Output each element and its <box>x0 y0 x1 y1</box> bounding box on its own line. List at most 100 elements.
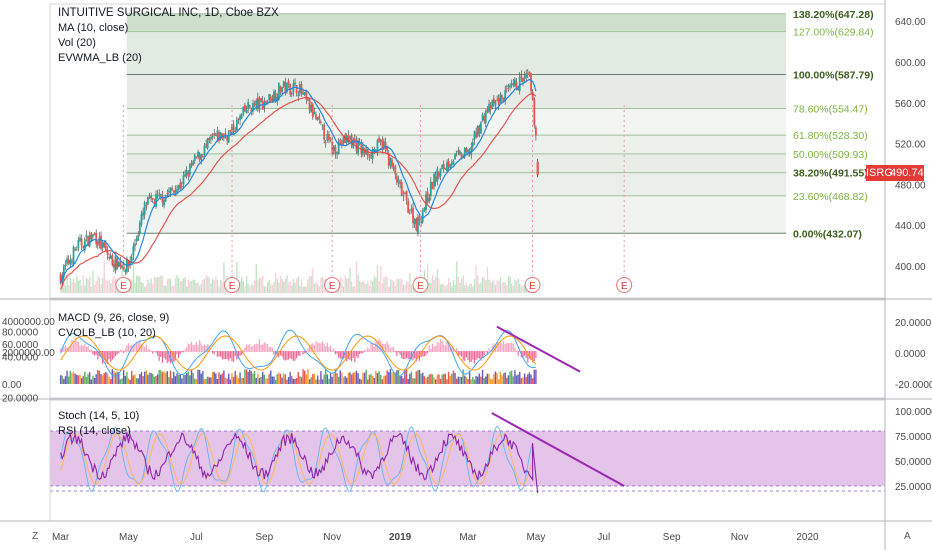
candle-body <box>373 148 376 152</box>
volume-bar <box>131 280 133 293</box>
candle-body <box>402 194 405 197</box>
volume-bar <box>245 276 248 293</box>
candle-body <box>184 174 186 177</box>
volume-bar <box>71 281 73 293</box>
macd-histogram <box>81 344 83 352</box>
volume-bar <box>266 282 269 293</box>
candle-body <box>226 136 229 141</box>
candle-body <box>476 125 479 137</box>
volume-bar <box>82 275 84 293</box>
volume-bar <box>347 278 350 293</box>
cvolb-bar <box>360 379 362 384</box>
macd-histogram <box>355 351 358 357</box>
volume-bar <box>321 276 324 293</box>
price-tick: 400.00 <box>895 262 926 273</box>
candle-body <box>127 260 130 268</box>
volume-bar <box>68 285 70 293</box>
macd-histogram <box>460 351 463 357</box>
candle-body <box>177 184 180 190</box>
candle-body <box>119 261 122 268</box>
candle-body <box>507 85 510 87</box>
volume-bar <box>292 278 295 293</box>
candle-body <box>294 82 296 85</box>
macd-histogram <box>271 347 273 352</box>
macd-histogram <box>140 343 143 352</box>
cvolb-bar <box>510 370 513 384</box>
candle-body <box>457 150 460 152</box>
fib-zone-7 <box>126 195 787 234</box>
candle-body <box>512 83 515 85</box>
macd-histogram <box>339 351 341 359</box>
cvolb-bar <box>242 378 244 384</box>
macd-histogram <box>333 348 335 352</box>
candle-body <box>104 244 107 251</box>
macd-histogram <box>216 351 219 357</box>
cvolb-bar <box>520 378 523 384</box>
cvolb-bar <box>504 372 506 384</box>
volume-bar <box>160 275 162 293</box>
cvolb-bar <box>344 376 346 384</box>
macd-histogram <box>294 351 296 361</box>
cvolb-bar <box>328 378 330 384</box>
time-tick: 2020 <box>796 532 819 543</box>
macd-histogram <box>286 351 288 360</box>
volume-bar <box>317 284 319 293</box>
cvolb-bar <box>417 370 419 384</box>
cvolb-bar <box>173 371 175 384</box>
macd-histogram <box>363 349 366 352</box>
timezone-toggle[interactable]: Z <box>32 531 39 542</box>
macd-histogram <box>127 342 130 352</box>
volume-bar <box>278 282 280 293</box>
candle-body <box>142 212 144 216</box>
candle-body <box>195 157 198 159</box>
candle-body <box>242 106 245 114</box>
volume-bar <box>202 279 204 293</box>
candle-body <box>334 146 337 154</box>
cvolb-bar <box>268 374 270 384</box>
candle-body <box>201 156 204 158</box>
candle-body <box>253 103 256 106</box>
macd-histogram <box>284 351 286 361</box>
candle-body <box>171 188 174 191</box>
candle-body <box>124 269 127 273</box>
volume-bar <box>144 286 146 293</box>
volume-bar <box>436 269 438 293</box>
legend-macd: MACD (9, 26, close, 9) <box>58 312 170 324</box>
cvolb-bar <box>127 378 130 384</box>
volume-bar <box>289 281 291 293</box>
time-tick: Nov <box>323 532 341 543</box>
fib-zone-0 <box>126 13 787 32</box>
macd-histogram <box>69 346 71 352</box>
candle-body <box>318 116 321 120</box>
macd-histogram <box>223 351 225 360</box>
cvolb-bar <box>140 371 143 384</box>
macd-histogram <box>100 351 102 358</box>
earnings-label: E <box>329 281 336 292</box>
candle-body <box>192 161 195 165</box>
candle-body <box>452 160 455 165</box>
macd-histogram <box>365 350 367 352</box>
auto-scale-toggle[interactable]: A <box>904 531 911 542</box>
cvolb-bar <box>135 377 138 384</box>
cvolb-bar <box>367 379 369 384</box>
candle-body <box>342 136 345 144</box>
candle-body <box>256 97 259 109</box>
candle-body <box>174 189 177 196</box>
volume-bar <box>236 261 238 293</box>
macd-histogram <box>511 342 513 352</box>
macd-histogram <box>373 346 375 352</box>
candle-body <box>391 159 393 167</box>
macd-histogram <box>242 349 244 352</box>
legend-evwma: EVWMA_LB (20) <box>58 52 142 64</box>
volume-bar <box>367 280 369 293</box>
volume-bar <box>89 276 91 293</box>
cvolb-bar <box>240 377 243 384</box>
cvolb-bar <box>486 373 489 384</box>
candle-body <box>305 91 308 100</box>
cvolb-bar <box>250 371 253 384</box>
volume-bar <box>189 281 191 293</box>
macd-histogram <box>113 351 115 359</box>
macd-histogram <box>187 343 189 352</box>
volume-bar <box>155 277 157 293</box>
cvolb-bar <box>224 377 227 384</box>
